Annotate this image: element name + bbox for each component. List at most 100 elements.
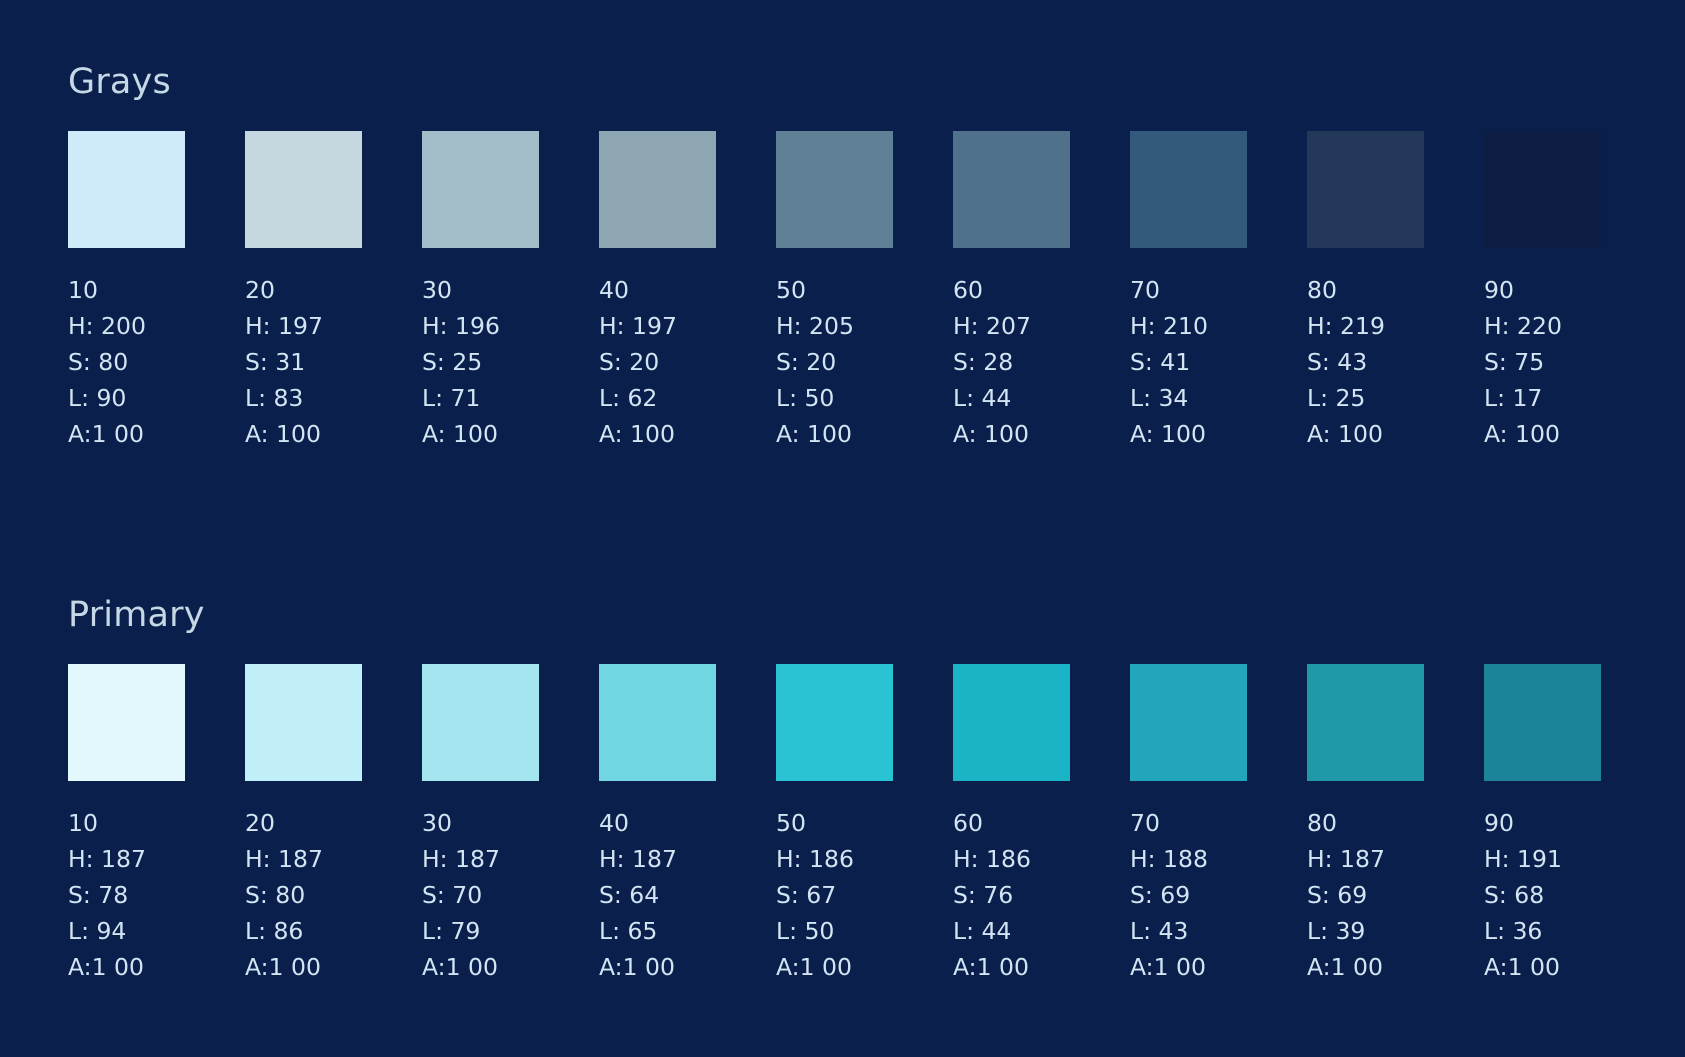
swatch-card: 30 H: 196 S: 25 L: 71 A: 100	[422, 131, 539, 452]
section-title: Primary	[68, 595, 205, 635]
swatch-s-value: S: 69	[1130, 881, 1191, 909]
swatch-s-value: S: 31	[245, 348, 306, 376]
swatch-a-value: A: 100	[599, 420, 675, 448]
swatch-card: 10 H: 187 S: 78 L: 94 A:1 00	[68, 664, 185, 985]
swatch-l-value: L: 17	[1484, 384, 1543, 412]
color-swatch	[1130, 664, 1247, 781]
swatch-label: 30	[422, 276, 452, 304]
swatch-label: 20	[245, 276, 275, 304]
swatch-a-value: A:1 00	[422, 953, 498, 981]
swatch-h-value: H: 186	[776, 845, 854, 873]
swatch-meta: 90 H: 220 S: 75 L: 17 A: 100	[1484, 272, 1601, 452]
swatch-l-value: L: 34	[1130, 384, 1189, 412]
swatch-h-value: H: 220	[1484, 312, 1562, 340]
swatch-label: 50	[776, 276, 806, 304]
swatch-label: 70	[1130, 809, 1160, 837]
swatch-label: 60	[953, 276, 983, 304]
swatch-a-value: A: 100	[422, 420, 498, 448]
swatch-s-value: S: 20	[599, 348, 660, 376]
swatch-card: 70 H: 210 S: 41 L: 34 A: 100	[1130, 131, 1247, 452]
swatch-card: 80 H: 187 S: 69 L: 39 A:1 00	[1307, 664, 1424, 985]
swatch-s-value: S: 80	[68, 348, 129, 376]
color-swatch	[599, 131, 716, 248]
swatch-l-value: L: 71	[422, 384, 481, 412]
swatch-meta: 60 H: 186 S: 76 L: 44 A:1 00	[953, 805, 1070, 985]
swatch-h-value: H: 197	[599, 312, 677, 340]
swatch-h-value: H: 191	[1484, 845, 1562, 873]
color-swatch	[1307, 664, 1424, 781]
swatch-a-value: A:1 00	[1484, 953, 1560, 981]
swatch-card: 20 H: 187 S: 80 L: 86 A:1 00	[245, 664, 362, 985]
swatch-meta: 70 H: 188 S: 69 L: 43 A:1 00	[1130, 805, 1247, 985]
swatch-h-value: H: 210	[1130, 312, 1208, 340]
swatch-l-value: L: 86	[245, 917, 304, 945]
swatch-l-value: L: 90	[68, 384, 127, 412]
color-swatch	[245, 131, 362, 248]
swatch-s-value: S: 67	[776, 881, 837, 909]
color-swatch	[599, 664, 716, 781]
color-swatch	[245, 664, 362, 781]
color-swatch	[1130, 131, 1247, 248]
swatch-meta: 20 H: 197 S: 31 L: 83 A: 100	[245, 272, 362, 452]
swatch-l-value: L: 43	[1130, 917, 1189, 945]
swatch-h-value: H: 219	[1307, 312, 1385, 340]
swatch-card: 50 H: 186 S: 67 L: 50 A:1 00	[776, 664, 893, 985]
swatch-label: 30	[422, 809, 452, 837]
swatch-a-value: A: 100	[1307, 420, 1383, 448]
swatch-label: 80	[1307, 809, 1337, 837]
swatch-a-value: A:1 00	[953, 953, 1029, 981]
swatch-label: 10	[68, 809, 98, 837]
swatch-meta: 30 H: 196 S: 25 L: 71 A: 100	[422, 272, 539, 452]
color-swatch	[953, 131, 1070, 248]
swatch-l-value: L: 79	[422, 917, 481, 945]
swatch-card: 40 H: 197 S: 20 L: 62 A: 100	[599, 131, 716, 452]
swatch-s-value: S: 75	[1484, 348, 1545, 376]
swatch-card: 70 H: 188 S: 69 L: 43 A:1 00	[1130, 664, 1247, 985]
swatch-a-value: A: 100	[1130, 420, 1206, 448]
swatch-l-value: L: 50	[776, 917, 835, 945]
swatch-a-value: A:1 00	[1130, 953, 1206, 981]
swatch-h-value: H: 187	[422, 845, 500, 873]
swatch-meta: 80 H: 219 S: 43 L: 25 A: 100	[1307, 272, 1424, 452]
swatch-label: 40	[599, 809, 629, 837]
swatch-s-value: S: 41	[1130, 348, 1191, 376]
color-swatch	[68, 131, 185, 248]
swatch-s-value: S: 68	[1484, 881, 1545, 909]
section-title: Grays	[68, 62, 171, 102]
swatch-a-value: A: 100	[776, 420, 852, 448]
swatch-l-value: L: 44	[953, 384, 1012, 412]
swatch-a-value: A:1 00	[245, 953, 321, 981]
swatch-a-value: A: 100	[953, 420, 1029, 448]
color-swatch	[68, 664, 185, 781]
swatch-a-value: A: 100	[245, 420, 321, 448]
swatch-h-value: H: 188	[1130, 845, 1208, 873]
swatch-card: 60 H: 207 S: 28 L: 44 A: 100	[953, 131, 1070, 452]
swatch-h-value: H: 187	[1307, 845, 1385, 873]
swatch-a-value: A:1 00	[776, 953, 852, 981]
color-swatch	[776, 664, 893, 781]
swatch-s-value: S: 78	[68, 881, 129, 909]
swatch-a-value: A:1 00	[599, 953, 675, 981]
swatch-card: 90 H: 220 S: 75 L: 17 A: 100	[1484, 131, 1601, 452]
swatch-l-value: L: 65	[599, 917, 658, 945]
swatch-meta: 10 H: 200 S: 80 L: 90 A:1 00	[68, 272, 185, 452]
color-swatch	[953, 664, 1070, 781]
swatch-meta: 80 H: 187 S: 69 L: 39 A:1 00	[1307, 805, 1424, 985]
swatch-h-value: H: 187	[599, 845, 677, 873]
color-swatch	[776, 131, 893, 248]
swatch-l-value: L: 62	[599, 384, 658, 412]
swatch-a-value: A:1 00	[68, 953, 144, 981]
swatch-s-value: S: 20	[776, 348, 837, 376]
swatch-label: 90	[1484, 809, 1514, 837]
swatch-h-value: H: 200	[68, 312, 146, 340]
swatch-h-value: H: 196	[422, 312, 500, 340]
swatch-card: 30 H: 187 S: 70 L: 79 A:1 00	[422, 664, 539, 985]
swatch-l-value: L: 94	[68, 917, 127, 945]
color-swatch	[1484, 131, 1601, 248]
color-swatch	[1307, 131, 1424, 248]
swatch-card: 20 H: 197 S: 31 L: 83 A: 100	[245, 131, 362, 452]
swatch-meta: 10 H: 187 S: 78 L: 94 A:1 00	[68, 805, 185, 985]
swatch-meta: 40 H: 187 S: 64 L: 65 A:1 00	[599, 805, 716, 985]
swatch-a-value: A: 100	[1484, 420, 1560, 448]
swatch-row: 10 H: 187 S: 78 L: 94 A:1 00 20 H: 187 S…	[68, 664, 1601, 985]
